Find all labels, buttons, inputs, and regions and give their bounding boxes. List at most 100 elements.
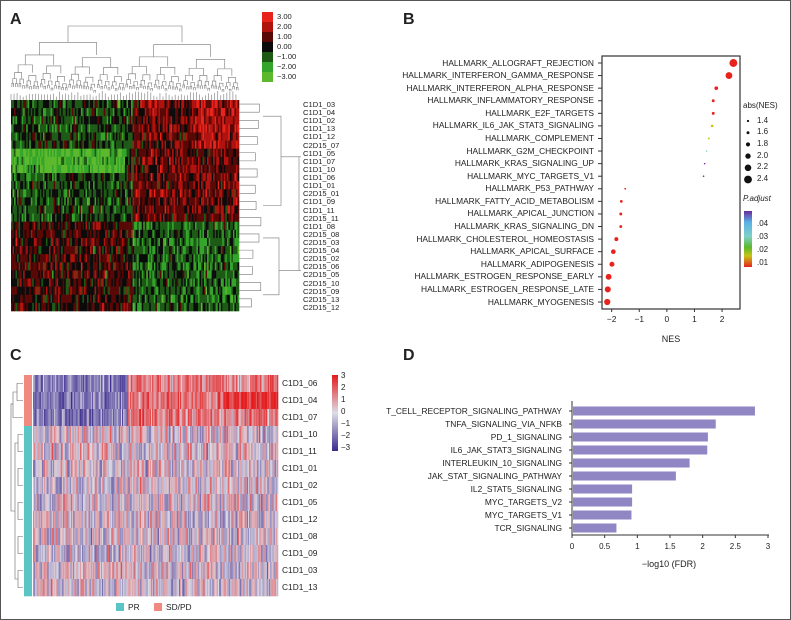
heatmap-cell [140,237,143,247]
heatmap-cell [12,229,15,239]
heatmap-cell [223,286,226,296]
heatmap-cell [90,302,92,312]
heatmap-cell [49,375,52,393]
dendrogram-branch [32,85,36,89]
heatmap-cell [145,426,147,444]
heatmap-cell [159,426,162,444]
heatmap-cell [190,140,193,149]
dendrogram-branch [19,78,24,84]
heatmap-cell [138,302,141,312]
heatmap-cell [32,124,35,133]
heatmap-cell [96,213,98,223]
heatmap-cell [235,221,238,231]
heatmap-cell [172,213,174,223]
heatmap-cell [121,278,124,287]
heatmap-cell [166,132,168,141]
dendrogram-branch [39,41,97,55]
heatmap-cell [67,181,70,190]
heatmap-cell [20,148,22,158]
heatmap-cell [132,302,135,312]
heatmap-cell [225,124,228,133]
heatmap-cell [12,132,15,141]
heatmap-cell [210,124,212,133]
heatmap-cell [29,148,32,158]
heatmap-cell [199,100,202,109]
heatmap-cell [232,392,234,410]
heatmap-cell [15,270,18,279]
heatmap-cell [226,278,229,287]
heatmap-cell [62,108,65,117]
heatmap-cell [141,409,143,427]
heatmap-cell [163,375,165,393]
heatmap-cell [153,375,155,393]
heatmap-cell [79,124,82,133]
heatmap-cell [226,375,229,393]
heatmap-cell [193,270,196,279]
heatmap-cell [76,254,79,263]
heatmap-cell [263,409,265,427]
heatmap-cell [152,213,155,223]
heatmap-cell [102,278,105,287]
heatmap-cell [140,116,143,125]
heatmap-cell [74,392,76,410]
heatmap-cell [114,392,116,410]
heatmap-cell [112,100,115,109]
heatmap-cell [213,221,215,231]
heatmap-cell [77,108,80,117]
heatmap-cell [100,189,103,198]
heatmap-cell [74,205,77,214]
heatmap-cell [111,164,114,174]
heatmap-cell [147,181,150,190]
heatmap-cell [58,181,60,190]
heatmap-cell [80,246,83,255]
heatmap-cell [44,294,47,304]
heatmap-cell [127,409,130,427]
heatmap-cell [126,270,129,279]
heatmap-cell [55,148,57,158]
heatmap-cell [178,189,181,198]
heatmap-cell [27,173,30,182]
heatmap-cell [203,409,205,427]
heatmap-cell [114,278,117,287]
heatmap-cell [47,181,50,190]
heatmap-cell [44,124,47,133]
heatmap-cell [47,100,50,109]
heatmap-cell [134,254,136,263]
heatmap-cell [193,116,196,125]
heatmap-cell [39,132,42,141]
heatmap-cell [161,181,164,190]
heatmap-cell [67,229,70,239]
heatmap-cell [141,148,144,158]
heatmap-cell [202,262,205,271]
heatmap-cell [233,392,235,410]
heatmap-cell [106,409,108,427]
heatmap-cell [65,205,68,214]
heatmap-cell [30,302,33,312]
heatmap-cell [214,173,217,182]
heatmap-cell [135,221,138,231]
heatmap-cell [64,278,67,287]
heatmap-cell [150,100,153,109]
heatmap-cell [52,164,54,174]
heatmap-cell [220,181,223,190]
heatmap-cell [208,237,211,247]
heatmap-cell [214,375,216,393]
heatmap-cell [220,189,223,198]
heatmap-cell [217,237,220,247]
heatmap-cell [15,278,18,287]
heatmap-cell [131,375,133,393]
heatmap-cell [70,286,73,296]
heatmap-cell [52,100,54,109]
heatmap-cell [214,254,217,263]
heatmap-cell [146,181,149,190]
heatmap-cell [144,221,147,231]
heatmap-cell [15,302,18,312]
heatmap-cell [161,140,164,149]
heatmap-cell [68,148,71,158]
heatmap-cell [36,237,39,247]
heatmap-cell [143,229,146,239]
heatmap-cell [149,221,152,231]
heatmap-cell [53,294,56,304]
heatmap-cell [158,132,161,141]
heatmap-cell [185,173,188,182]
